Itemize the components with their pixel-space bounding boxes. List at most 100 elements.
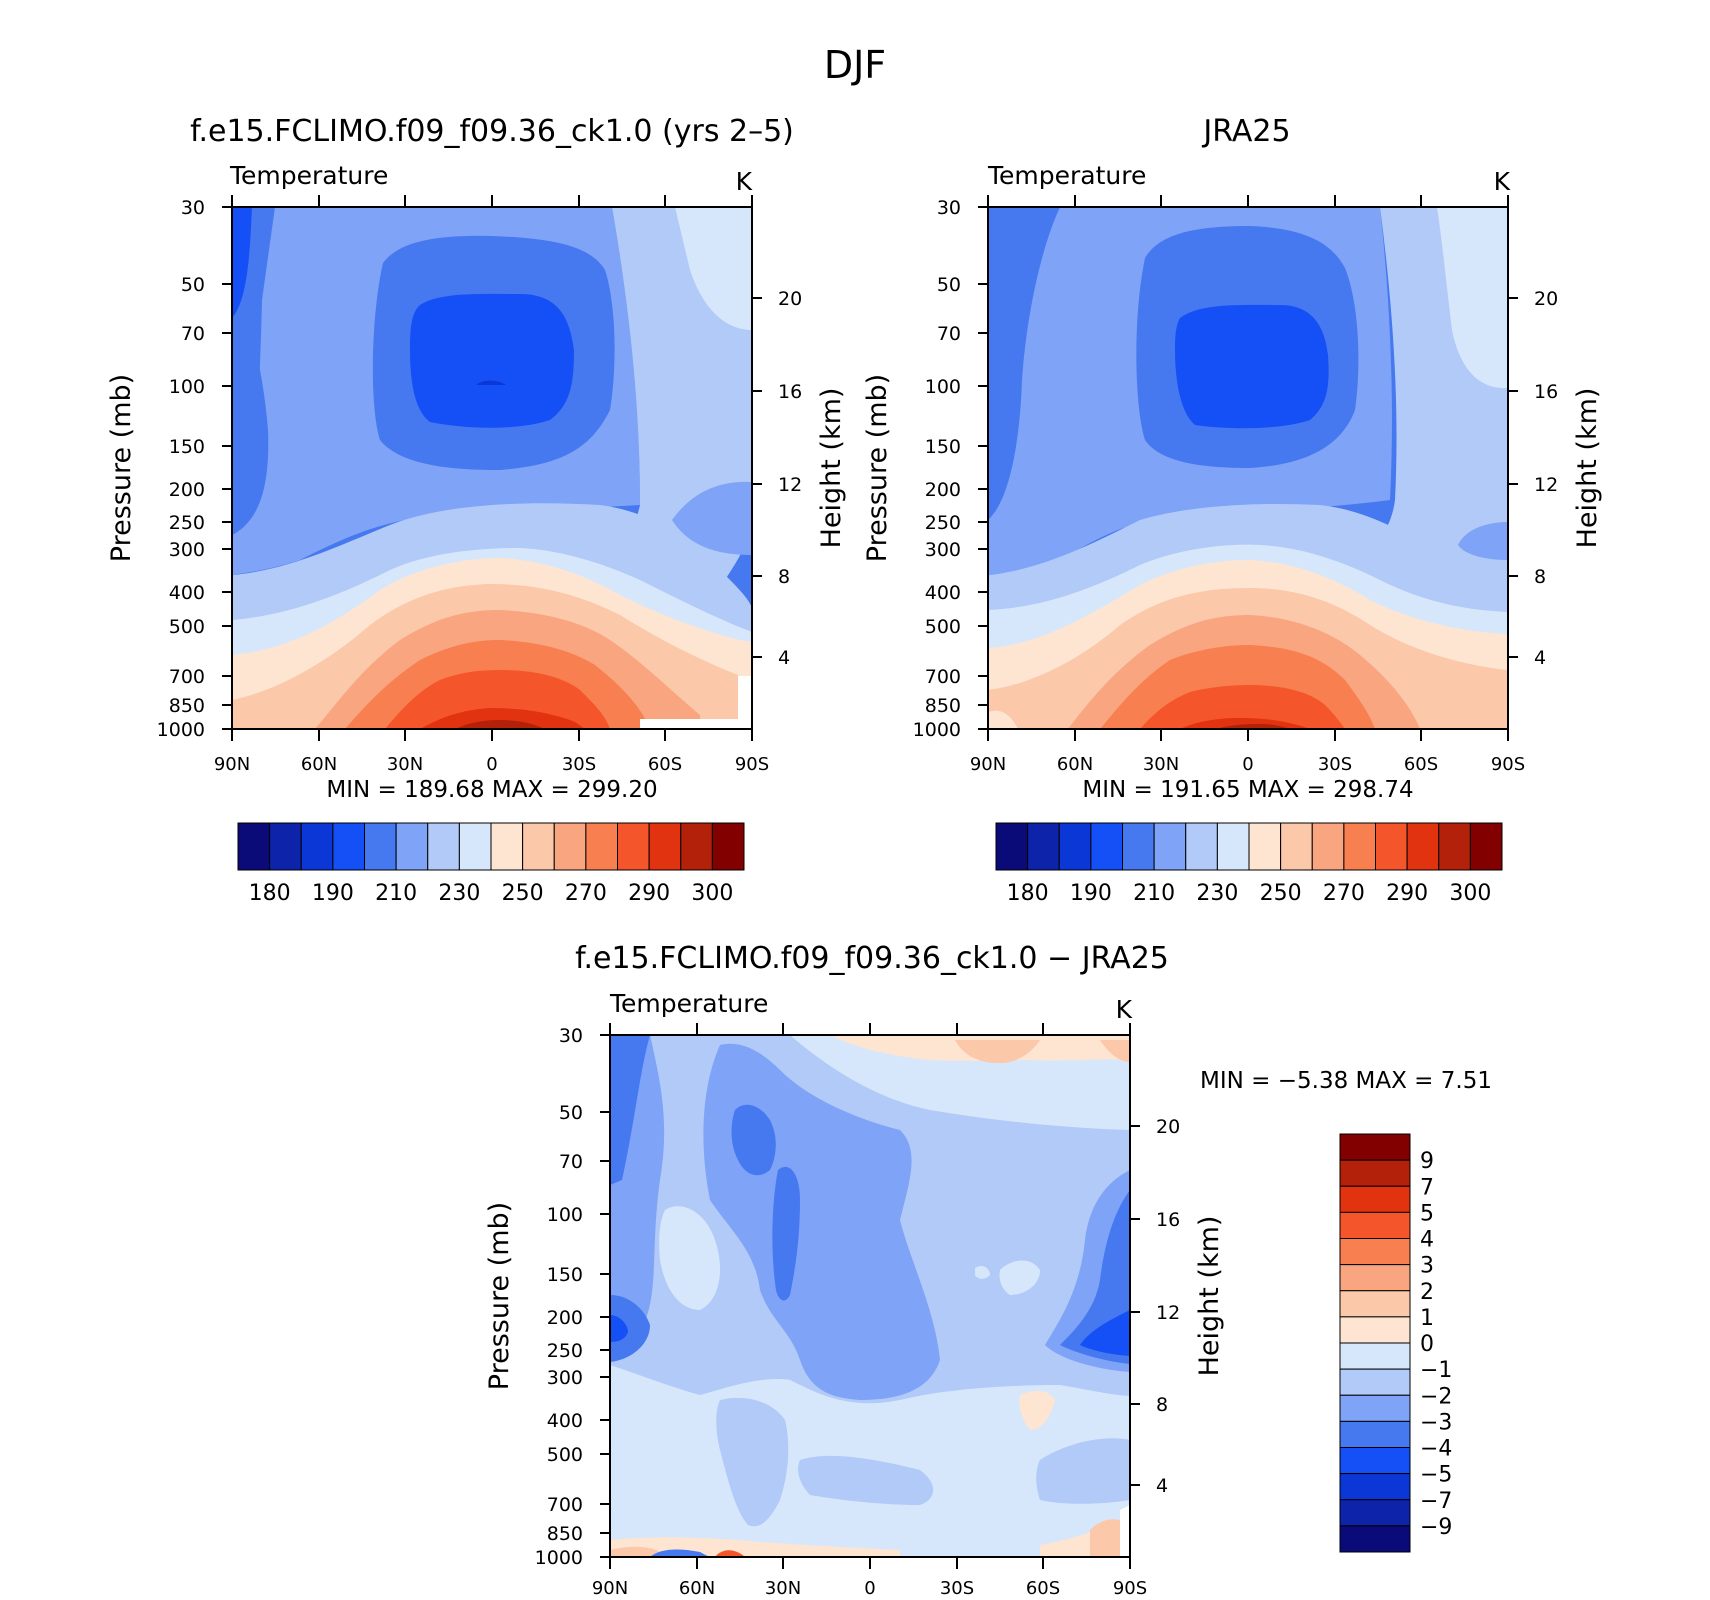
- contour-fill: [1437, 207, 1508, 389]
- tick-label: 60N: [1057, 754, 1093, 775]
- contour-fill: [610, 1315, 628, 1342]
- tick-label: 90N: [214, 754, 250, 775]
- colorbar-swatch: [1122, 822, 1155, 871]
- tick-label: 30N: [387, 754, 423, 775]
- colorbar-label: 180: [1007, 881, 1049, 906]
- colorbar-swatch: [1339, 1499, 1411, 1527]
- colorbar-swatch: [1153, 822, 1187, 871]
- contour-fill: [476, 380, 506, 385]
- colorbar-label: 2: [1420, 1280, 1434, 1305]
- tick-label: 30S: [1318, 754, 1352, 775]
- colorbar-label: 210: [375, 881, 417, 906]
- panel-model-contours: [232, 207, 752, 729]
- tick-label: 60S: [1404, 754, 1438, 775]
- panel-jra25-title: JRA25: [1201, 114, 1290, 149]
- tick-label: 30S: [562, 754, 596, 775]
- colorbar-swatch: [1311, 822, 1345, 871]
- tick-label: 30N: [765, 1578, 801, 1599]
- tick-label: 700: [925, 666, 961, 688]
- figure-title: DJF: [824, 43, 886, 87]
- tick-label: 16: [1156, 1209, 1180, 1231]
- tick-label: 100: [925, 376, 961, 398]
- y-axis-label: Pressure (mb): [484, 1202, 515, 1390]
- colorbar-swatch: [617, 822, 650, 871]
- y-axis-label: Pressure (mb): [862, 374, 893, 562]
- tick-label: 850: [925, 695, 961, 717]
- colorbar-label: 3: [1420, 1254, 1434, 1279]
- tick-label: 20: [1534, 288, 1558, 310]
- tick-label: 70: [181, 323, 205, 345]
- contour-fill: [798, 1455, 934, 1505]
- contour-fill: [1090, 1519, 1120, 1557]
- panel-model-units: K: [736, 167, 753, 196]
- colorbar-swatch: [1339, 1290, 1411, 1318]
- tick-label: 400: [169, 582, 205, 604]
- colorbar-swatch: [680, 822, 713, 871]
- contour-fill: [1080, 1310, 1130, 1356]
- tick-label: 1000: [535, 1547, 583, 1569]
- contour-fill: [1140, 685, 1345, 729]
- tick-label: 500: [169, 616, 205, 638]
- panel-diff-variable: Temperature: [609, 989, 768, 1018]
- panel-diff-contours: [610, 1035, 1130, 1557]
- tick-label: 30: [937, 197, 961, 219]
- colorbar-swatch: [1406, 822, 1440, 871]
- colorbar-swatch: [1248, 822, 1282, 871]
- contour-fill: [1036, 1438, 1130, 1504]
- contour-fill: [975, 1265, 990, 1279]
- colorbar-swatch: [648, 822, 682, 871]
- panel-diff-stats: MIN = −5.38 MAX = 7.51: [1200, 1068, 1492, 1094]
- panel-model-variable: Temperature: [229, 161, 388, 190]
- colorbar-swatch: [300, 822, 334, 871]
- colorbar-swatch: [395, 822, 429, 871]
- tick-label: 60S: [648, 754, 682, 775]
- panel-jra25-height-ticks: 20 16 12 8 4: [1508, 288, 1558, 669]
- tick-label: 250: [925, 512, 961, 534]
- tick-label: 30: [559, 1025, 583, 1047]
- contour-fill: [640, 719, 738, 729]
- colorbar-label: 290: [1386, 881, 1428, 906]
- y-axis-label: Pressure (mb): [106, 374, 137, 562]
- colorbar-swatch: [1339, 1473, 1411, 1501]
- tick-label: 500: [925, 616, 961, 638]
- contour-fill: [232, 317, 269, 535]
- panel-model-height-ticks: 20 16 12 8 4: [752, 288, 802, 669]
- tick-label: 300: [925, 539, 961, 561]
- colorbar-swatch: [553, 822, 587, 871]
- colorbar-swatch: [711, 822, 745, 871]
- tick-label: 60N: [679, 1578, 715, 1599]
- colorbar-swatch: [1339, 1133, 1411, 1161]
- contour-fill: [610, 1295, 650, 1362]
- tick-label: 100: [547, 1204, 583, 1226]
- tick-label: 200: [169, 479, 205, 501]
- contour-fill: [1175, 304, 1329, 429]
- colorbar-label: 4: [1420, 1228, 1434, 1253]
- contour-fill: [1120, 1505, 1130, 1557]
- colorbar-swatch: [332, 822, 365, 871]
- contour-fill: [1215, 724, 1290, 729]
- tick-label: 20: [778, 288, 802, 310]
- colorbar-swatch: [237, 822, 271, 871]
- tick-label: 4: [1156, 1475, 1168, 1497]
- panel-jra25-lat-ticks: 90N 60N 30N 0 30S 60S 90S: [970, 195, 1525, 775]
- colorbar-swatch: [522, 822, 555, 871]
- colorbar-label: −9: [1420, 1515, 1452, 1540]
- colorbar-swatch: [1438, 822, 1471, 871]
- tick-label: 250: [169, 512, 205, 534]
- tick-label: 1000: [913, 719, 961, 741]
- tick-label: 0: [864, 1578, 875, 1599]
- contour-fill: [772, 1166, 800, 1301]
- colorbar-label: 270: [565, 881, 607, 906]
- colorbar-swatch: [1339, 1159, 1411, 1187]
- panel-diff-height-ticks: 20 16 12 8 4: [1130, 1116, 1180, 1497]
- tick-label: 70: [937, 323, 961, 345]
- panel-jra25-units: K: [1494, 167, 1511, 196]
- colorbar-label: 300: [1449, 881, 1491, 906]
- tick-label: 300: [547, 1367, 583, 1389]
- panel-diff-title: f.e15.FCLIMO.f09_f09.36_ck1.0 − JRA25: [575, 941, 1169, 976]
- tick-label: 4: [1534, 647, 1546, 669]
- panel-model-title: f.e15.FCLIMO.f09_f09.36_ck1.0 (yrs 2–5): [190, 114, 794, 149]
- colorbar-swatch: [1339, 1368, 1411, 1396]
